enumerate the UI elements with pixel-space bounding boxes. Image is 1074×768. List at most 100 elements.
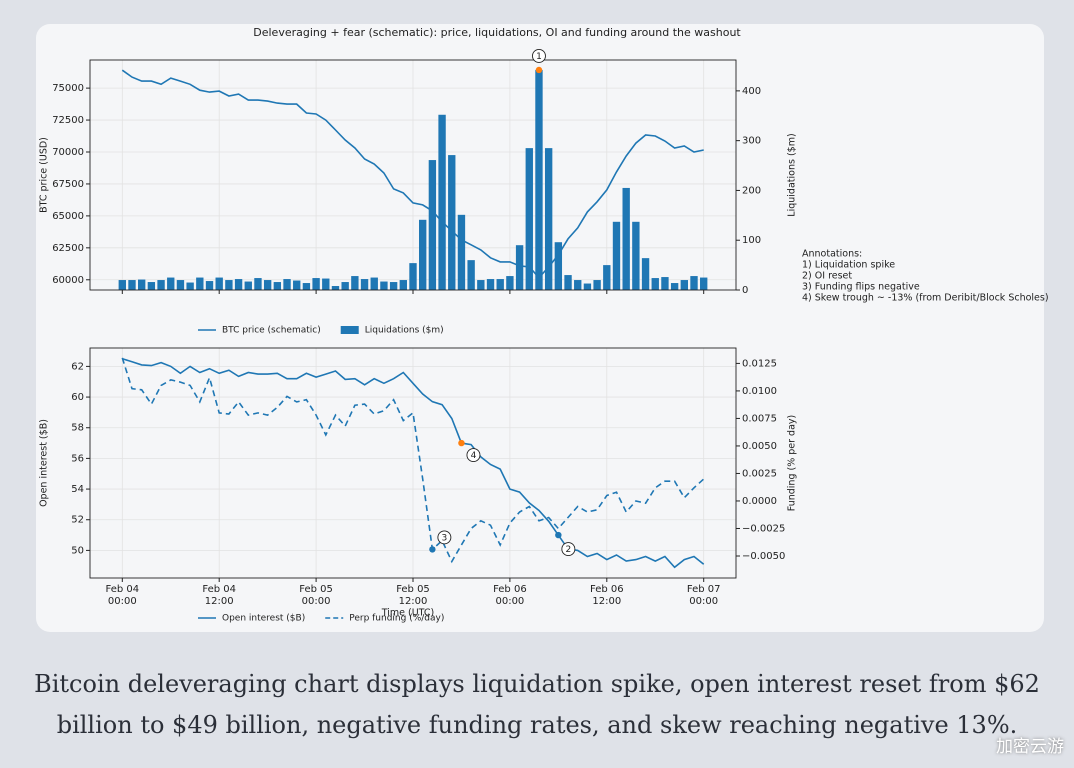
bar [205,281,214,290]
bar [457,214,466,290]
bar [341,282,349,290]
bar [176,280,185,290]
bar [322,278,330,290]
legend-swatch [340,326,359,334]
x-tick-label: Feb 04 12:00 [202,584,236,607]
legend-label: Liquidations ($m) [365,326,444,336]
bar [515,245,524,290]
bar [225,280,233,290]
bar [370,277,378,290]
y-tick-label: 65000 [52,211,84,222]
y2-tick-label: 0.0075 [742,413,777,424]
bar [244,281,252,290]
y-tick-label: 52 [71,515,84,526]
callout-ring [561,542,576,557]
bar [137,279,146,290]
y2-tick-label: 300 [742,136,761,147]
callout-ring [437,530,452,545]
bar [273,282,282,290]
x-tick-label: Feb 06 00:00 [493,584,527,607]
bar [399,280,407,290]
x-tick-label: Feb 07 00:00 [686,584,721,607]
bar [641,258,650,290]
bar [215,277,223,290]
plot-frame [89,59,737,291]
line-series [122,357,705,569]
legend-label: Perp funding (%/day) [349,614,444,624]
y-tick-label: 70000 [52,147,84,158]
y2-tick-label: −0.0025 [742,523,785,534]
bar [351,276,359,290]
bar [544,148,553,290]
callout-ring [466,448,481,463]
x-axis-label: Time (UTC) [381,608,435,619]
bar [612,221,621,290]
bar [670,283,679,290]
y2-tick-label: 200 [742,185,761,196]
bar [157,280,165,290]
x-tick-label: Feb 06 12:00 [589,584,624,607]
bar [196,277,204,290]
bar [438,114,446,290]
callout-dot [458,439,465,447]
bar [574,280,582,290]
bar [118,280,126,290]
y2-tick-label: 0 [742,285,748,296]
y-tick-label: 75000 [52,83,84,94]
bar [331,286,340,290]
y2-tick-label: 0.0125 [742,358,777,369]
bar [477,280,485,290]
callout-dot [535,66,543,74]
callout-label: 4 [471,451,477,461]
bar [448,155,456,290]
notes-title: Annotations: [802,249,862,260]
y-tick-label: 60000 [52,275,84,286]
x-tick-label: Feb 04 00:00 [105,584,140,607]
y-axis-label: Open interest ($B) [39,419,50,507]
y2-tick-label: 100 [742,235,761,246]
bar [535,69,543,290]
y-axis-label: BTC price (USD) [39,137,50,213]
bar [506,276,514,290]
bar [603,265,611,290]
y2-tick-label: 400 [742,86,761,97]
notes-line: 1) Liquidation spike [802,260,895,271]
bar [186,282,194,290]
y2-tick-label: 0.0025 [742,468,777,479]
bar [254,278,262,290]
y-tick-label: 56 [71,453,84,464]
line-series [121,357,705,564]
bar [632,221,640,290]
line-series [121,69,704,279]
y-tick-label: 67500 [52,179,84,190]
bar [283,279,291,290]
y2-axis-label: Liquidations ($m) [787,133,798,216]
bar [554,242,563,290]
bar [467,260,475,290]
bar [525,148,533,290]
bar [661,277,669,290]
callout-label: 3 [442,533,448,543]
y-tick-label: 58 [71,423,84,434]
bar [700,277,708,290]
legend-label: BTC price (schematic) [222,326,321,336]
bar [593,280,601,290]
y-tick-label: 60 [71,392,84,403]
y2-tick-label: 0.0100 [742,386,777,397]
plot-frame [89,347,737,579]
notes-line: 3) Funding flips negative [802,282,920,293]
y-tick-label: 50 [71,545,84,556]
legend-label: Open interest ($B) [222,614,305,624]
bar [147,282,156,290]
y2-tick-label: −0.0050 [742,551,785,562]
bar [302,283,311,290]
bar [583,283,592,290]
bar [409,263,417,290]
bar [389,282,398,290]
y-tick-label: 62500 [52,243,84,254]
bar [496,279,504,290]
bar [486,279,495,290]
notes-line: 4) Skew trough ~ -13% (from Deribit/Bloc… [802,293,1049,304]
